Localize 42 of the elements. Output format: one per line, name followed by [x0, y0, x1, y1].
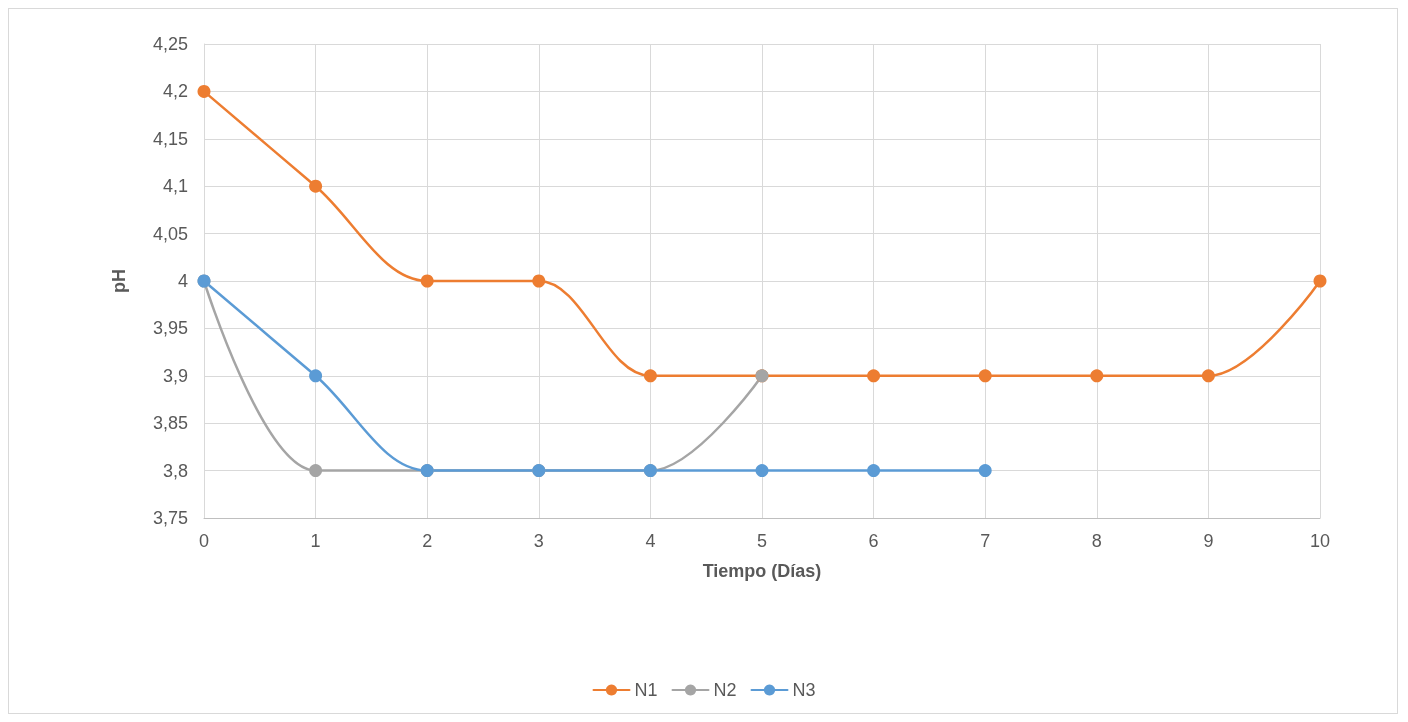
x-tick-label: 10	[1309, 531, 1331, 551]
y-tick-label: 4,25	[152, 34, 188, 54]
x-tick-label: 5	[756, 531, 768, 551]
y-tick-label: 4,05	[152, 223, 188, 244]
x-tick-label: 4	[645, 531, 656, 551]
point	[978, 464, 992, 478]
point	[420, 274, 434, 288]
y-tick-label: 4,1	[162, 176, 188, 197]
y-axis-title: pH	[109, 269, 129, 293]
y-tick-label: 4,2	[162, 81, 188, 102]
y-tick-label: 3,9	[162, 365, 188, 386]
x-tick-label: 2	[422, 531, 433, 551]
point	[197, 84, 211, 98]
point	[643, 369, 657, 383]
legend-label: N3	[792, 680, 816, 700]
point	[867, 464, 881, 478]
point	[1201, 369, 1215, 383]
x-tick-label: 1	[310, 531, 321, 551]
y-tick-label: 4	[177, 271, 188, 291]
legend-label: N1	[634, 680, 658, 700]
point	[1090, 369, 1104, 383]
point	[1313, 274, 1327, 288]
x-tick-label: 7	[980, 531, 991, 551]
x-tick-label: 6	[868, 531, 879, 551]
point	[309, 369, 323, 383]
point	[978, 369, 992, 383]
x-tick-label: 3	[533, 531, 544, 551]
point	[309, 464, 323, 478]
y-tick-label: 3,85	[152, 413, 188, 434]
point	[309, 179, 323, 193]
y-tick-label: 3,8	[162, 460, 188, 481]
point	[755, 464, 769, 478]
legend-label: N2	[713, 680, 737, 700]
point	[867, 369, 881, 383]
y-tick-label: 3,75	[152, 508, 188, 528]
x-tick-label: 9	[1203, 531, 1214, 551]
y-tick-label: 3,95	[152, 318, 188, 339]
x-tick-label: 0	[198, 531, 210, 551]
x-axis-title: Tiempo (Días)	[702, 561, 822, 581]
point	[532, 274, 546, 288]
x-tick-label: 8	[1091, 531, 1102, 551]
y-tick-label: 4,15	[152, 128, 188, 149]
